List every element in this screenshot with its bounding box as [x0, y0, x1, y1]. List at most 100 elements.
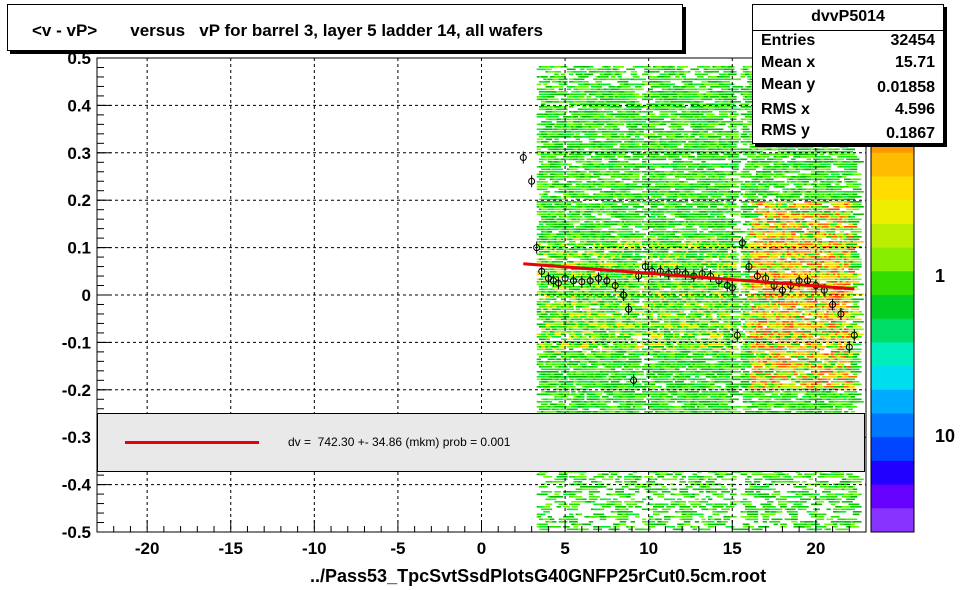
heatmap-cell	[543, 506, 550, 508]
heatmap-cell	[646, 188, 658, 191]
heatmap-cell	[664, 76, 671, 78]
heatmap-cell	[538, 338, 550, 341]
heatmap-cell	[653, 93, 664, 96]
heatmap-cell	[657, 183, 664, 186]
heatmap-cell	[582, 183, 589, 186]
heatmap-cell	[584, 333, 596, 336]
heatmap-cell	[571, 181, 576, 183]
heatmap-cell	[556, 166, 561, 168]
heatmap-cell	[621, 351, 627, 353]
heatmap-cell	[558, 473, 568, 476]
heatmap-cell	[560, 518, 568, 521]
heatmap-cell	[653, 91, 658, 93]
heatmap-cell	[659, 288, 664, 291]
heatmap-cell	[670, 71, 675, 73]
heatmap-cell	[536, 336, 548, 338]
heatmap-cell	[659, 291, 664, 293]
heatmap-cell	[554, 346, 564, 348]
heatmap-cell	[632, 71, 638, 73]
heatmap-cell	[621, 341, 627, 343]
heatmap-cell	[668, 126, 678, 128]
heatmap-cell	[657, 373, 669, 376]
heatmap-cell	[648, 498, 653, 501]
heatmap-cell	[569, 103, 578, 106]
heatmap-cell	[615, 181, 622, 183]
heatmap-cell	[659, 163, 667, 166]
heatmap-cell	[642, 338, 653, 341]
heatmap-cell	[613, 138, 622, 141]
heatmap-cell	[536, 323, 544, 326]
heatmap-cell	[577, 351, 583, 353]
heatmap-cell	[580, 148, 585, 151]
heatmap-cell	[599, 318, 609, 321]
heatmap-cell	[556, 398, 564, 401]
heatmap-cell	[584, 331, 596, 333]
heatmap-cell	[632, 311, 644, 313]
heatmap-cell	[558, 83, 564, 86]
heatmap-cell	[577, 126, 583, 128]
heatmap-cell	[630, 176, 640, 178]
heatmap-cell	[648, 121, 658, 123]
heatmap-cell	[655, 293, 667, 296]
heatmap-cell	[615, 363, 620, 366]
heatmap-cell	[584, 73, 594, 76]
heatmap-cell	[613, 241, 618, 243]
heatmap-cell	[617, 321, 622, 323]
heatmap-cell	[597, 226, 602, 228]
heatmap-cell	[560, 298, 566, 301]
heatmap-cell	[595, 221, 600, 223]
heatmap-cell	[635, 78, 646, 81]
heatmap-cell	[538, 198, 544, 201]
heatmap-cell	[606, 103, 611, 106]
heatmap-cell	[563, 208, 572, 211]
heatmap-cell	[657, 343, 669, 346]
heatmap-cell	[586, 386, 596, 388]
heatmap-cell	[566, 203, 572, 206]
heatmap-cell	[642, 521, 647, 523]
heatmap-cell	[619, 146, 627, 148]
heatmap-cell	[630, 296, 635, 298]
heatmap-cell	[613, 133, 618, 136]
heatmap-cell	[588, 171, 598, 173]
heatmap-cell	[547, 351, 559, 353]
heatmap-cell	[563, 201, 570, 203]
heatmap-cell	[624, 493, 631, 496]
heatmap-cell	[624, 478, 633, 481]
heatmap-cell	[563, 301, 568, 303]
heatmap-cell	[563, 316, 570, 318]
heatmap-cell	[648, 328, 658, 331]
heatmap-cell	[619, 388, 627, 391]
heatmap-cell	[547, 208, 559, 211]
heatmap-cell	[554, 176, 559, 178]
heatmap-cell	[606, 146, 613, 148]
heatmap-cell	[635, 373, 644, 376]
heatmap-cell	[630, 331, 635, 333]
heatmap-cell	[538, 93, 550, 96]
heatmap-cell	[536, 393, 548, 396]
heatmap-cell	[558, 88, 564, 91]
heatmap-cell	[602, 478, 613, 481]
heatmap-cell	[635, 136, 640, 138]
heatmap-cell	[630, 481, 638, 483]
heatmap-cell	[650, 323, 660, 326]
heatmap-cell	[621, 173, 627, 176]
heatmap-cell	[573, 478, 585, 481]
heatmap-cell	[650, 203, 658, 206]
heatmap-cell	[560, 288, 568, 291]
heatmap-cell	[650, 321, 658, 323]
heatmap-cell	[602, 231, 609, 233]
heatmap-cell	[545, 361, 553, 363]
heatmap-cell	[536, 138, 544, 141]
heatmap-cell	[628, 408, 640, 411]
heatmap-cell	[632, 93, 640, 96]
heatmap-cell	[615, 163, 624, 166]
heatmap-cell	[541, 513, 546, 516]
heatmap-cell	[547, 138, 553, 141]
heatmap-cell	[632, 151, 642, 153]
heatmap-cell	[606, 211, 618, 213]
heatmap-cell	[569, 223, 574, 226]
heatmap-cell	[602, 348, 609, 351]
heatmap-cell	[549, 213, 557, 216]
heatmap-cell	[655, 71, 660, 73]
heatmap-cell	[586, 181, 594, 183]
